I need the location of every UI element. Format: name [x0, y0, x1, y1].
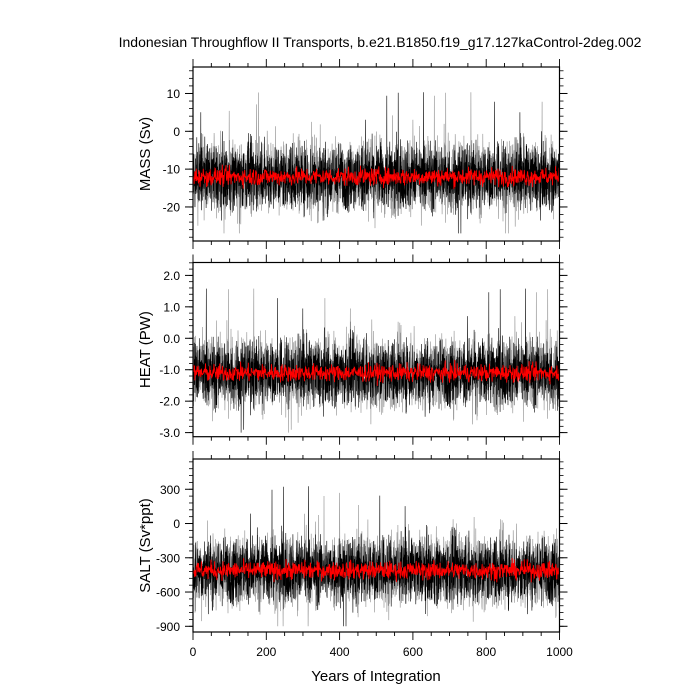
y-tick-label: 0: [173, 517, 180, 531]
y-tick-label: -2.0: [159, 395, 180, 409]
y-tick-label: -3.0: [159, 426, 180, 440]
y-tick-label: 2.0: [163, 269, 180, 283]
x-tick-label: 200: [256, 645, 276, 659]
x-tick-label: 400: [330, 645, 350, 659]
x-tick-label: 1000: [546, 645, 573, 659]
y-tick-label: -10: [163, 163, 181, 177]
y-tick-label: 0.0: [163, 332, 180, 346]
panel-2: 300 0 -300 -600 -900 SALT (Sv*ppt): [137, 451, 568, 640]
panel-1: 2.0 1.0 0.0 -1.0 -2.0 -3.0 HEAT (PW): [137, 254, 568, 445]
chart-title: Indonesian Throughflow II Transports, b.…: [119, 34, 642, 50]
y-tick-label: -1.0: [159, 363, 180, 377]
y-tick-label: -900: [156, 620, 180, 634]
y-tick-label: 0: [173, 125, 180, 139]
x-tick-label: 0: [190, 645, 197, 659]
y-tick-label: 1.0: [163, 300, 180, 314]
series-line-monthly: [193, 92, 560, 234]
series-line-monthly: [193, 486, 560, 627]
y-axis-label: MASS (Sv): [137, 117, 154, 191]
series-line-annual-mean: [193, 557, 560, 583]
series-line-annual-mean: [193, 359, 560, 386]
y-axis-label: SALT (Sv*ppt): [137, 498, 154, 592]
x-axis-label: Years of Integration: [311, 668, 441, 685]
y-tick-label: 10: [167, 87, 181, 101]
x-tick-label: 600: [403, 645, 423, 659]
panel-0: 10 0 -10 -20 MASS (Sv): [137, 59, 568, 249]
y-axis-label: HEAT (PW): [137, 311, 154, 388]
y-tick-label: -300: [156, 551, 180, 565]
y-tick-label: -20: [163, 200, 181, 214]
series-line-annual-mean: [193, 164, 560, 190]
y-tick-label: -600: [156, 586, 180, 600]
y-tick-label: 300: [160, 483, 180, 497]
series-line-monthly: [193, 288, 560, 433]
x-tick-label: 800: [476, 645, 496, 659]
